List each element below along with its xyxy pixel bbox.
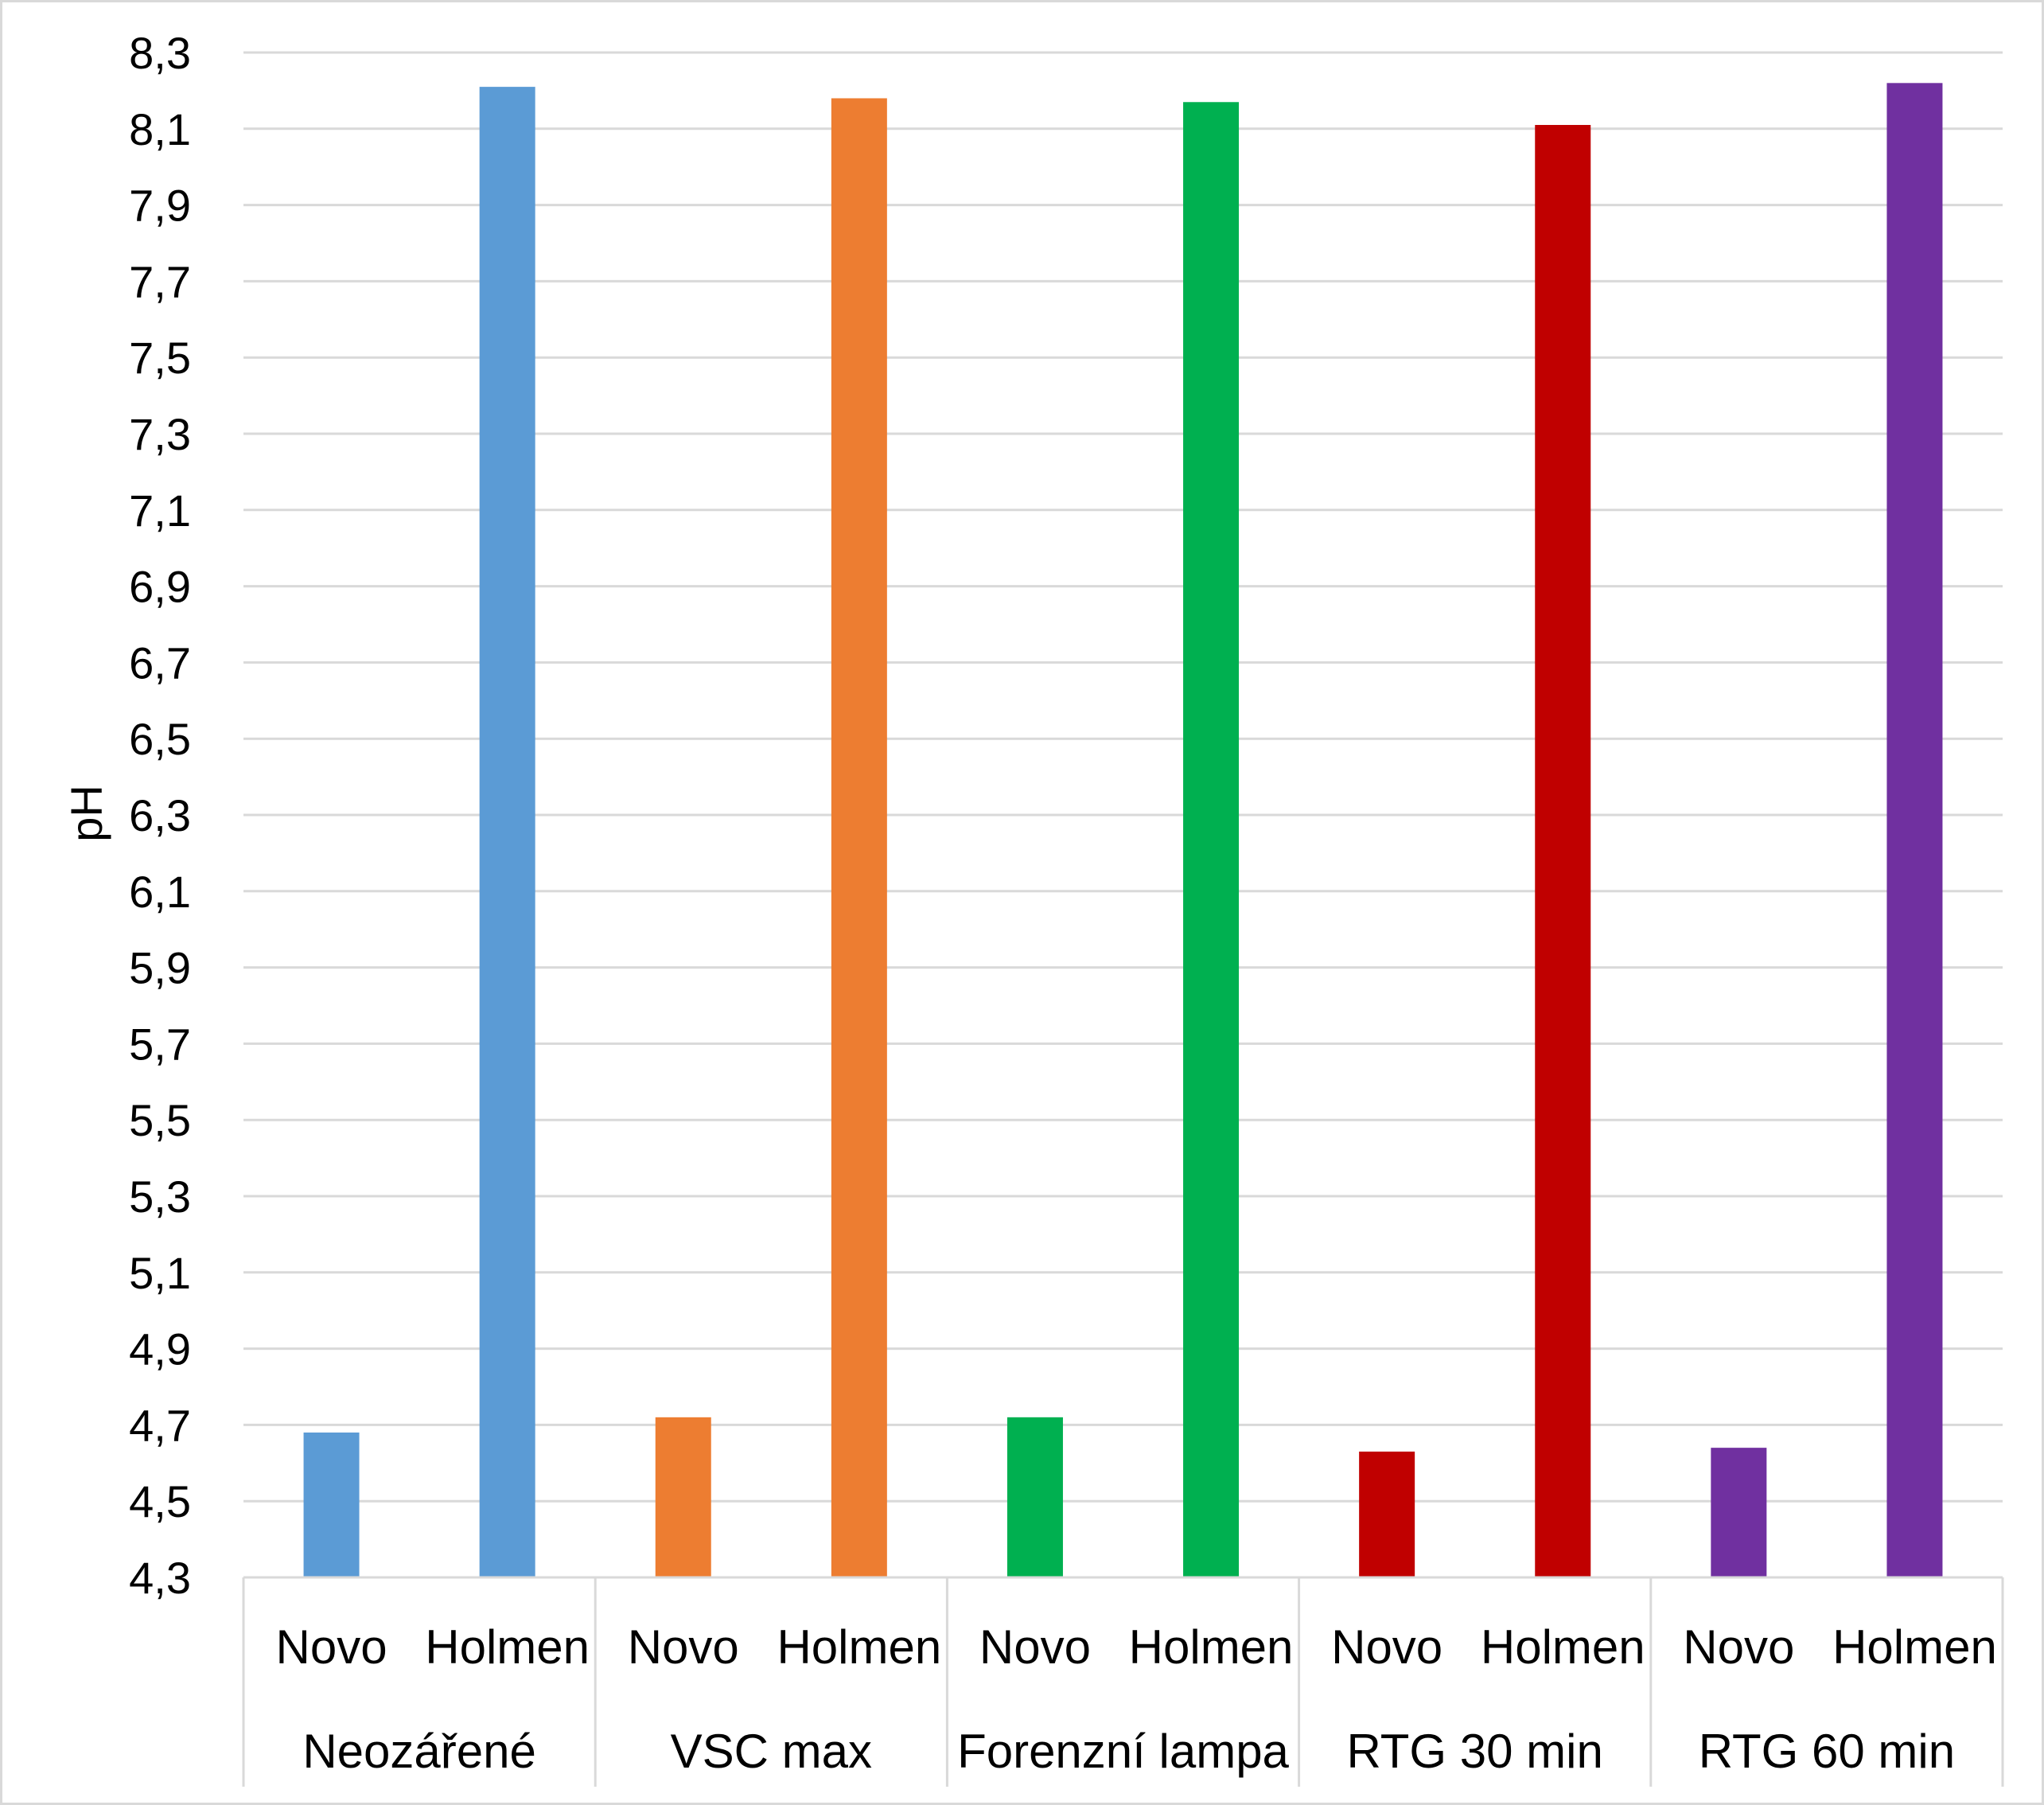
x-group-label: VSC max <box>671 1725 872 1778</box>
x-tick-label: Novo <box>276 1620 387 1674</box>
x-tick-label: Holmen <box>1129 1620 1294 1674</box>
y-tick-label: 6,9 <box>129 562 191 612</box>
x-tick-label: Holmen <box>425 1620 590 1674</box>
y-tick-label: 8,3 <box>129 28 191 78</box>
y-tick-label: 4,3 <box>129 1553 191 1603</box>
bar <box>655 1417 711 1577</box>
y-tick-label: 8,1 <box>129 104 191 154</box>
y-tick-label: 7,3 <box>129 409 191 459</box>
bars <box>303 83 1943 1578</box>
x-tick-label: Novo <box>628 1620 739 1674</box>
y-tick-label: 5,3 <box>129 1171 191 1222</box>
gridlines <box>243 51 2003 1503</box>
bar <box>1711 1448 1767 1577</box>
bar <box>1183 102 1240 1577</box>
y-tick-label: 7,1 <box>129 485 191 536</box>
x-tick-label: Holmen <box>777 1620 941 1674</box>
x-group-label: Neozářené <box>302 1725 536 1778</box>
y-tick-label: 7,9 <box>129 181 191 231</box>
y-tick-label: 5,5 <box>129 1095 191 1145</box>
y-tick-label: 6,1 <box>129 867 191 917</box>
y-tick-label: 4,7 <box>129 1400 191 1450</box>
x-tick-label: Novo <box>1331 1620 1442 1674</box>
y-tick-label: 6,7 <box>129 637 191 688</box>
bar <box>1886 83 1943 1578</box>
bar <box>1006 1417 1063 1577</box>
bar <box>303 1432 360 1577</box>
x-axis: Novo Holmen Neozářené Novo Holmen VSC max Novo… <box>242 1576 2004 1787</box>
x-tick-label: Holmen <box>1481 1620 1645 1674</box>
x-group-label: Forenzní lampa <box>957 1725 1289 1778</box>
y-tick-label: 6,3 <box>129 790 191 840</box>
x-tick-label: Novo <box>1683 1620 1794 1674</box>
y-tick-label: 4,9 <box>129 1324 191 1374</box>
x-tick-label: Novo <box>979 1620 1091 1674</box>
bar <box>831 98 887 1578</box>
bar <box>479 87 535 1578</box>
bar <box>1359 1451 1415 1577</box>
y-tick-labels: 4,3 4,5 4,7 4,9 5,1 5,3 5,5 5,7 5,9 6,1 6,3 6,5 6,7 6… <box>129 28 191 1603</box>
y-tick-label: 4,5 <box>129 1476 191 1526</box>
x-tick-label: Holmen <box>1832 1620 1997 1674</box>
y-tick-label: 6,5 <box>129 714 191 764</box>
x-group-label: RTG 60 min <box>1699 1725 1955 1778</box>
y-tick-label: 5,7 <box>129 1019 191 1069</box>
y-tick-label: 5,9 <box>129 943 191 993</box>
y-tick-label: 5,1 <box>129 1248 191 1298</box>
x-group-label: RTG 30 min <box>1347 1725 1603 1778</box>
y-tick-label: 7,5 <box>129 333 191 383</box>
bar <box>1535 125 1591 1577</box>
y-tick-label: 7,7 <box>129 256 191 306</box>
y-axis-title: pH <box>61 785 111 842</box>
